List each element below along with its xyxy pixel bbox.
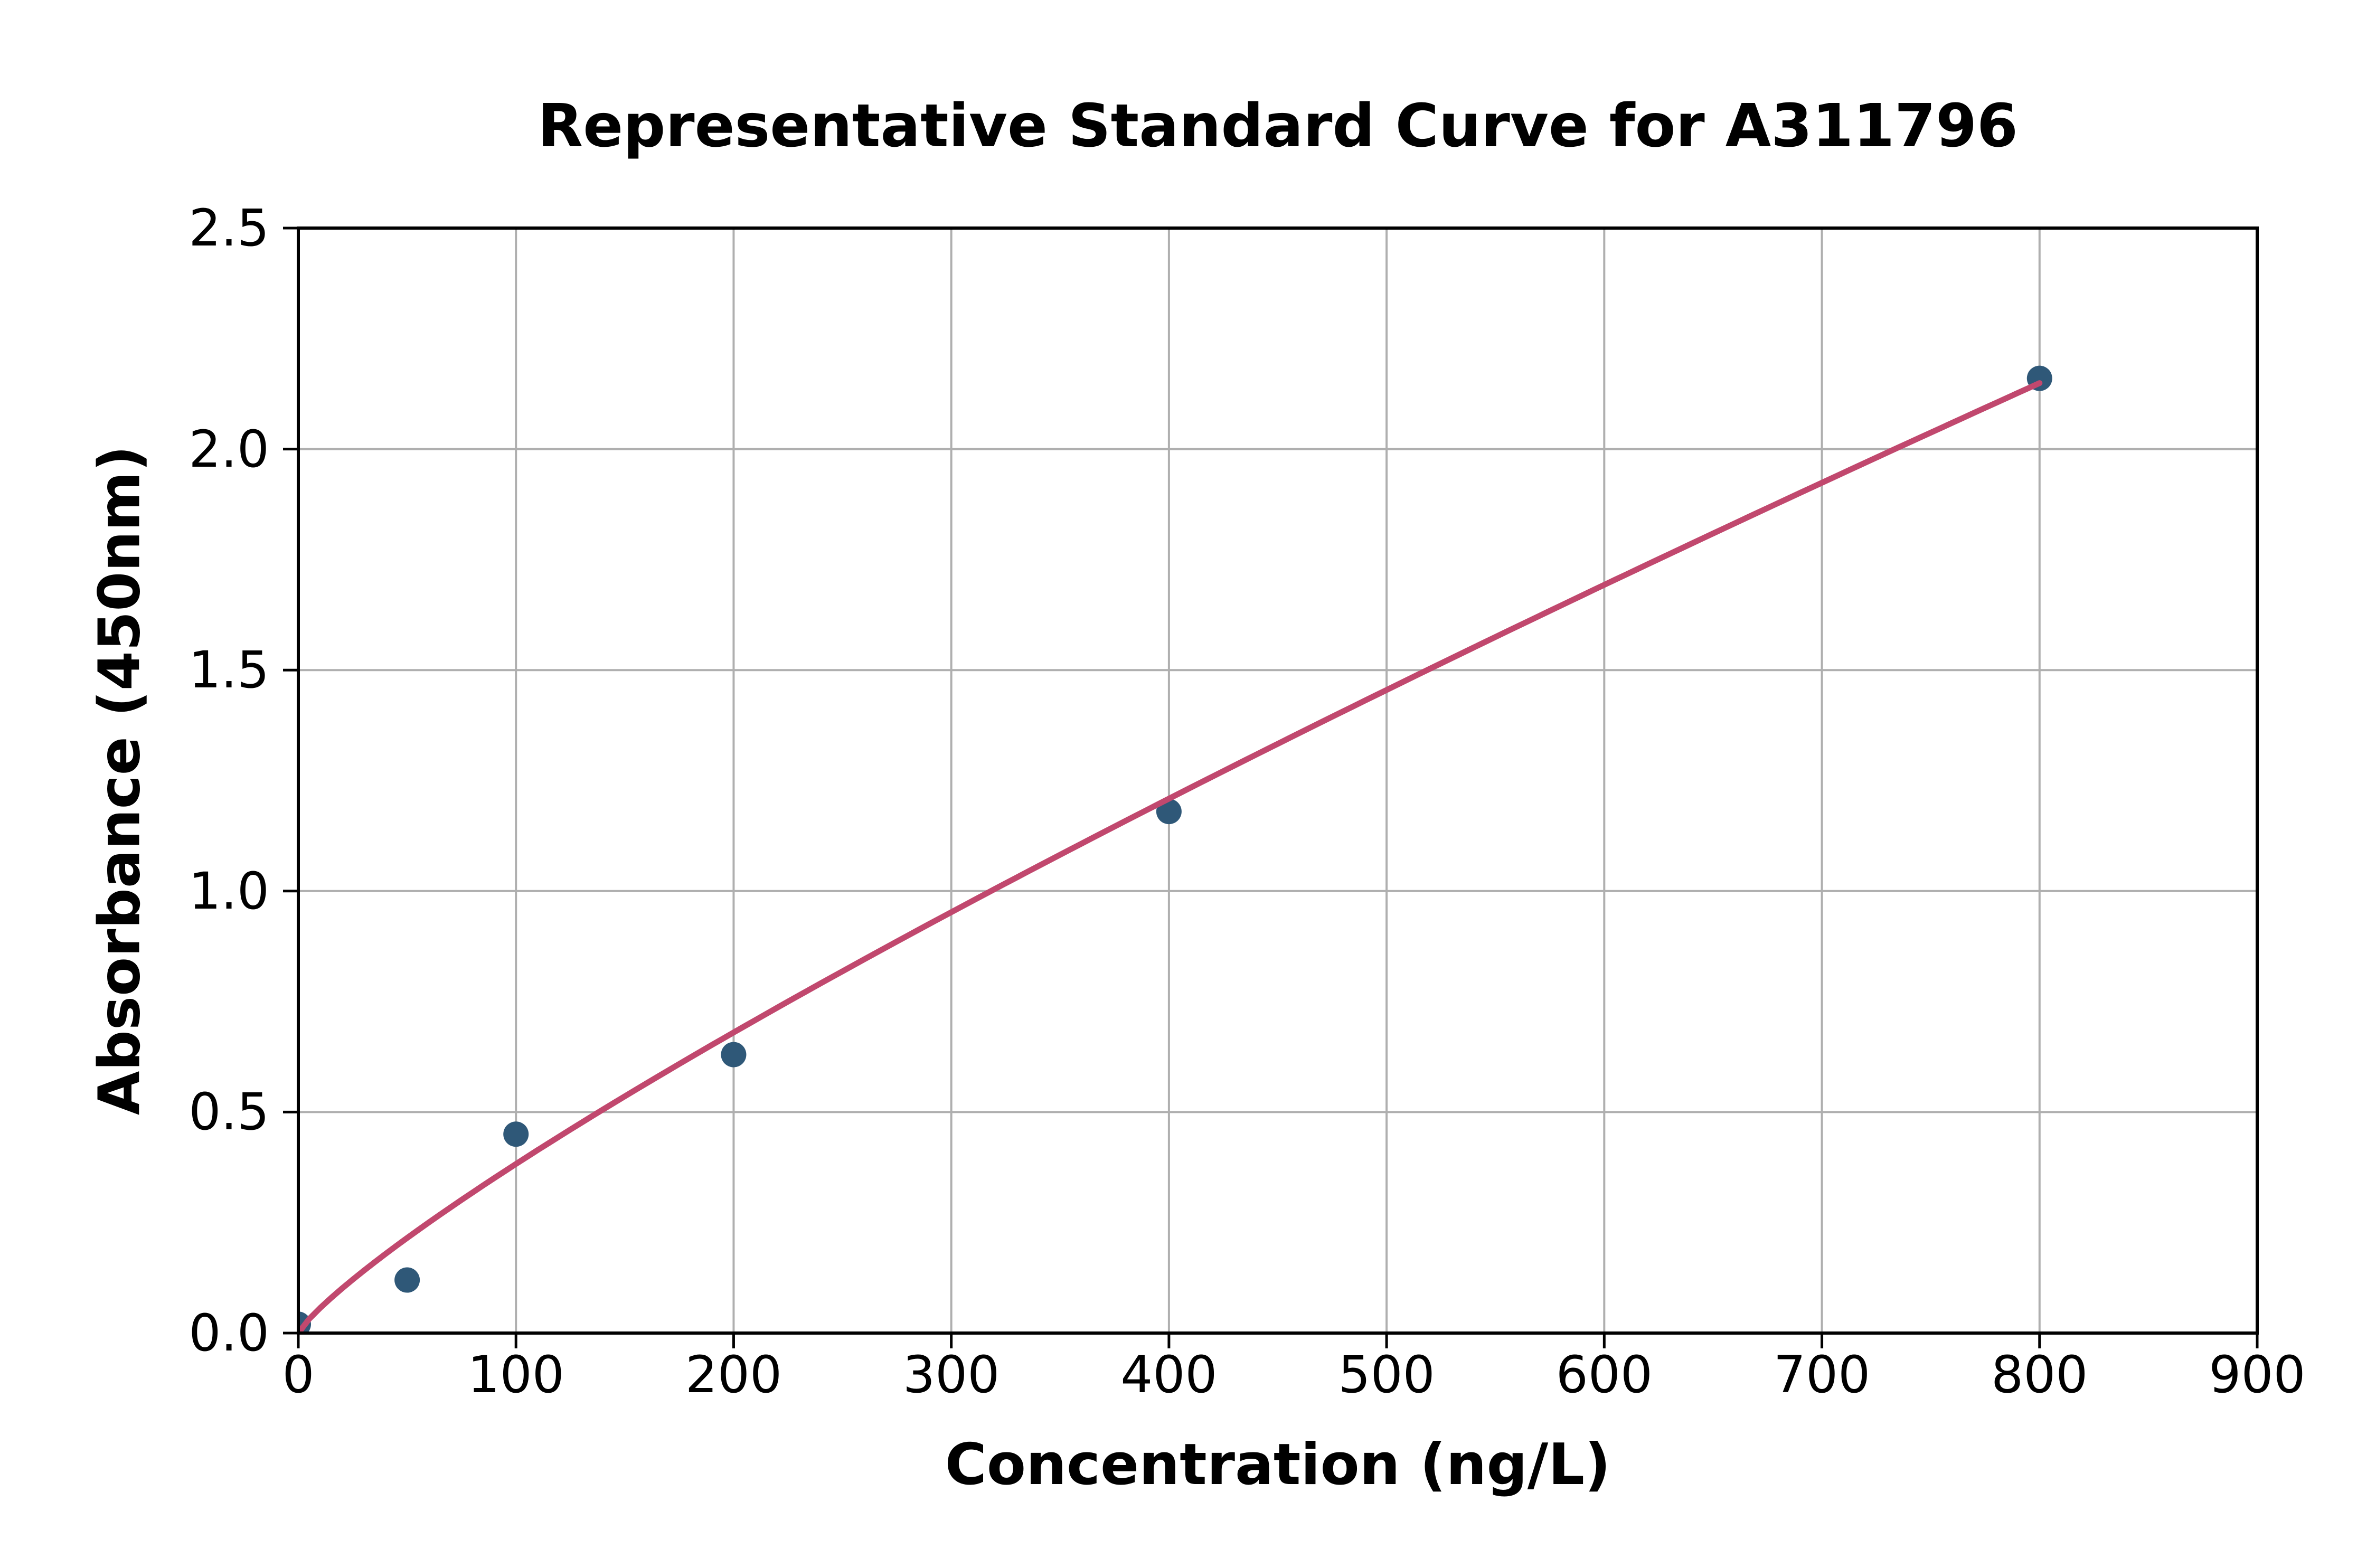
x-tick-label: 500 [1338, 1345, 1435, 1404]
x-tick-label: 400 [1120, 1345, 1218, 1404]
data-point [721, 1042, 747, 1068]
x-tick-label: 700 [1773, 1345, 1871, 1404]
y-tick-label: 0.0 [188, 1303, 269, 1363]
y-axis-label: Absorbance (450nm) [87, 445, 153, 1116]
x-axis-label: Concentration (ng/L) [945, 1432, 1611, 1498]
axes-frame [297, 226, 2259, 1335]
data-point [394, 1267, 420, 1293]
x-tick-label: 300 [903, 1345, 1000, 1404]
y-tick-label: 1.5 [188, 640, 269, 700]
y-tick-label: 0.5 [188, 1082, 269, 1142]
x-tick-label: 800 [1991, 1345, 2088, 1404]
x-tick-label: 100 [467, 1345, 564, 1404]
x-tick-label: 900 [2209, 1345, 2306, 1404]
x-tick-label: 200 [685, 1345, 782, 1404]
y-tick-label: 1.0 [188, 861, 269, 921]
x-tick-label: 0 [282, 1345, 315, 1404]
y-tick-label: 2.5 [188, 199, 269, 258]
data-point [1156, 799, 1182, 825]
data-point [503, 1121, 529, 1147]
x-tick-label: 600 [1555, 1345, 1653, 1404]
data-layer [298, 365, 2052, 1333]
y-tick-label: 2.0 [188, 419, 269, 479]
chart-title: Representative Standard Curve for A31179… [538, 92, 2018, 160]
fit-curve [298, 380, 2043, 1333]
